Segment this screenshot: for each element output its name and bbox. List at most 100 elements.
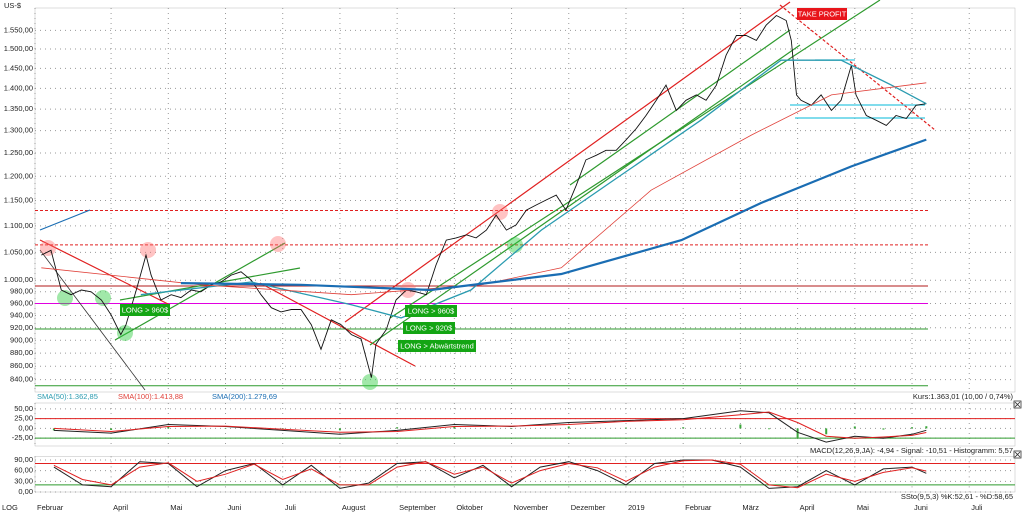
y-tick-label: -25,00 bbox=[12, 433, 33, 442]
histogram-bar bbox=[396, 427, 399, 429]
close-icon[interactable] bbox=[1013, 400, 1022, 409]
y-tick-label: 1.150,00 bbox=[4, 196, 33, 205]
marker-circle bbox=[507, 237, 523, 253]
y-tick-label: 1.350,00 bbox=[4, 104, 33, 113]
histogram-bar bbox=[52, 428, 55, 431]
histogram-bar bbox=[882, 428, 885, 430]
y-axis-unit: US-$ bbox=[4, 1, 22, 10]
x-tick-label: März bbox=[742, 503, 759, 512]
y-tick-label: 1.400,00 bbox=[4, 83, 33, 92]
indicator-line bbox=[140, 59, 927, 319]
y-tick-label: 1.500,00 bbox=[4, 44, 33, 53]
y-tick-label: 860,00 bbox=[10, 361, 33, 370]
histogram-bar bbox=[453, 426, 456, 429]
scale-label: LOG bbox=[2, 503, 18, 512]
annotation-text: LONG > 920$ bbox=[406, 323, 453, 332]
annotation-box bbox=[398, 340, 476, 352]
x-tick-label: April bbox=[800, 503, 815, 512]
histogram-bar bbox=[739, 424, 742, 429]
y-tick-label: 1.300,00 bbox=[4, 126, 33, 135]
trendline bbox=[389, 0, 881, 319]
x-tick-label: Mai bbox=[170, 503, 182, 512]
annotation-box bbox=[120, 304, 170, 316]
y-tick-label: 0,00 bbox=[18, 423, 33, 432]
x-tick-label: November bbox=[514, 503, 549, 512]
marker-circle bbox=[57, 290, 73, 306]
x-tick-label: August bbox=[342, 503, 366, 512]
x-tick-label: 2019 bbox=[628, 503, 645, 512]
annotation-box bbox=[797, 8, 847, 20]
histogram-bar bbox=[110, 428, 113, 430]
y-tick-label: 1.000,00 bbox=[4, 275, 33, 284]
y-tick-label: 50,00 bbox=[14, 404, 33, 413]
y-tick-label: 840,00 bbox=[10, 375, 33, 384]
trendline bbox=[779, 4, 936, 131]
histogram-bar bbox=[167, 426, 170, 429]
legend-entry: Kurs:1.363,01 (10,00 / 0,74%) bbox=[913, 392, 1014, 401]
panel-frame bbox=[34, 402, 1016, 447]
y-tick-label: 0,00 bbox=[18, 487, 33, 496]
marker-circle bbox=[95, 290, 111, 306]
trendline bbox=[39, 209, 91, 231]
histogram-bar bbox=[682, 427, 685, 429]
marker-circle bbox=[362, 374, 378, 390]
y-tick-label: 900,00 bbox=[10, 335, 33, 344]
histogram-bar bbox=[567, 426, 570, 429]
legend-entry: SMA(100):1.413,88 bbox=[118, 392, 183, 401]
indicator-line bbox=[180, 138, 927, 292]
y-tick-label: 960,00 bbox=[10, 298, 33, 307]
price-line bbox=[41, 14, 927, 378]
indicator-line bbox=[53, 459, 927, 489]
trendline bbox=[569, 29, 791, 186]
annotation-text: TAKE PROFIT bbox=[798, 9, 847, 18]
trendline bbox=[369, 44, 801, 346]
histogram-bar bbox=[825, 428, 828, 435]
legend-entry: SMA(50):1.362,85 bbox=[37, 392, 98, 401]
legend-entry: SMA(200):1.279,69 bbox=[212, 392, 277, 401]
x-tick-label: Dezember bbox=[571, 503, 606, 512]
indicator-line bbox=[53, 411, 927, 439]
x-tick-label: September bbox=[399, 503, 436, 512]
x-tick-label: Juni bbox=[228, 503, 242, 512]
panel-frame bbox=[34, 7, 1016, 393]
histogram-bar bbox=[796, 428, 799, 439]
marker-circle bbox=[117, 325, 133, 341]
histogram-bar bbox=[853, 426, 856, 429]
trendline bbox=[39, 249, 146, 391]
histogram-bar bbox=[925, 426, 928, 429]
histogram-bar bbox=[911, 427, 914, 429]
annotation-text: LONG > 960$ bbox=[122, 305, 169, 314]
indicator-line bbox=[53, 410, 927, 443]
y-tick-label: 30,00 bbox=[14, 476, 33, 485]
y-tick-label: 1.050,00 bbox=[4, 247, 33, 256]
indicator-line bbox=[41, 82, 927, 296]
y-tick-label: 25,00 bbox=[14, 414, 33, 423]
histogram-bar bbox=[338, 428, 341, 431]
y-tick-label: 90,00 bbox=[14, 455, 33, 464]
x-tick-label: Juli bbox=[971, 503, 983, 512]
x-tick-label: Juni bbox=[914, 503, 928, 512]
y-tick-label: 1.200,00 bbox=[4, 171, 33, 180]
marker-circle bbox=[140, 242, 156, 258]
close-icon[interactable] bbox=[1013, 450, 1022, 459]
x-tick-label: April bbox=[113, 503, 128, 512]
x-tick-label: Februar bbox=[685, 503, 712, 512]
annotation-text: LONG > 960$ bbox=[408, 306, 455, 315]
trendline bbox=[259, 282, 416, 367]
y-tick-label: 920,00 bbox=[10, 323, 33, 332]
y-tick-label: 60,00 bbox=[14, 466, 33, 475]
x-tick-label: Oktober bbox=[456, 503, 483, 512]
y-tick-label: 1.550,00 bbox=[4, 25, 33, 34]
x-tick-label: Mai bbox=[857, 503, 869, 512]
histogram-bar bbox=[767, 428, 770, 430]
x-tick-label: Juli bbox=[285, 503, 297, 512]
y-tick-label: 1.450,00 bbox=[4, 63, 33, 72]
x-tick-label: Februar bbox=[37, 503, 64, 512]
y-tick-label: 1.100,00 bbox=[4, 221, 33, 230]
indicator-label: MACD(12,26,9,JA): -4,94 - Signal: -10,51… bbox=[810, 446, 1013, 455]
marker-circle bbox=[40, 240, 56, 256]
marker-circle bbox=[270, 236, 286, 252]
histogram-bar bbox=[624, 427, 627, 429]
drawings bbox=[39, 0, 936, 391]
